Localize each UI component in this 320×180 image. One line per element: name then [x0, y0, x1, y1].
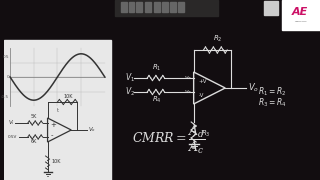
Text: ─────: ─────	[294, 20, 307, 24]
Text: 0.5V: 0.5V	[8, 135, 18, 139]
Text: 10K: 10K	[52, 159, 61, 164]
Bar	[154, 2, 160, 12]
Text: 10K: 10K	[63, 94, 73, 99]
Text: $\mathit{CMRR} = \dfrac{A_d}{A_c}$: $\mathit{CMRR} = \dfrac{A_d}{A_c}$	[132, 124, 206, 156]
Text: $V_2$: $V_2$	[124, 86, 135, 98]
Text: 5K: 5K	[31, 114, 37, 119]
Text: $v_a$: $v_a$	[184, 74, 192, 82]
Text: $R_3=R_4$: $R_3=R_4$	[258, 97, 286, 109]
Text: $R_1$: $R_1$	[152, 63, 162, 73]
Text: $V_o$: $V_o$	[88, 126, 96, 134]
Bar	[121, 2, 126, 12]
Text: +V: +V	[199, 78, 207, 84]
Text: AE: AE	[292, 7, 308, 17]
Bar	[264, 1, 277, 15]
Text: -0.5: -0.5	[1, 95, 9, 99]
Text: $R_4$: $R_4$	[152, 95, 162, 105]
Bar	[136, 2, 142, 12]
Text: $R_3$: $R_3$	[201, 129, 210, 139]
Bar	[282, 0, 320, 30]
Text: 0.5: 0.5	[3, 55, 9, 59]
Bar	[115, 0, 218, 16]
Text: t: t	[56, 108, 59, 113]
Text: -: -	[51, 132, 53, 138]
Bar	[162, 2, 168, 12]
Bar	[178, 2, 184, 12]
Text: $v_a$: $v_a$	[184, 88, 192, 96]
Text: +: +	[51, 122, 56, 128]
Text: $V_i$: $V_i$	[8, 119, 15, 127]
Text: $R_1=R_2$: $R_1=R_2$	[258, 86, 286, 98]
Text: 0: 0	[6, 75, 9, 79]
Bar	[170, 2, 176, 12]
Bar	[145, 2, 151, 12]
Text: -V: -V	[199, 93, 204, 98]
Text: 6K: 6K	[31, 139, 37, 144]
Text: $V_o$: $V_o$	[248, 82, 259, 94]
Text: $R_2$: $R_2$	[213, 34, 223, 44]
Bar	[4, 40, 111, 180]
Text: $V_1$: $V_1$	[124, 72, 135, 84]
Bar	[129, 2, 134, 12]
